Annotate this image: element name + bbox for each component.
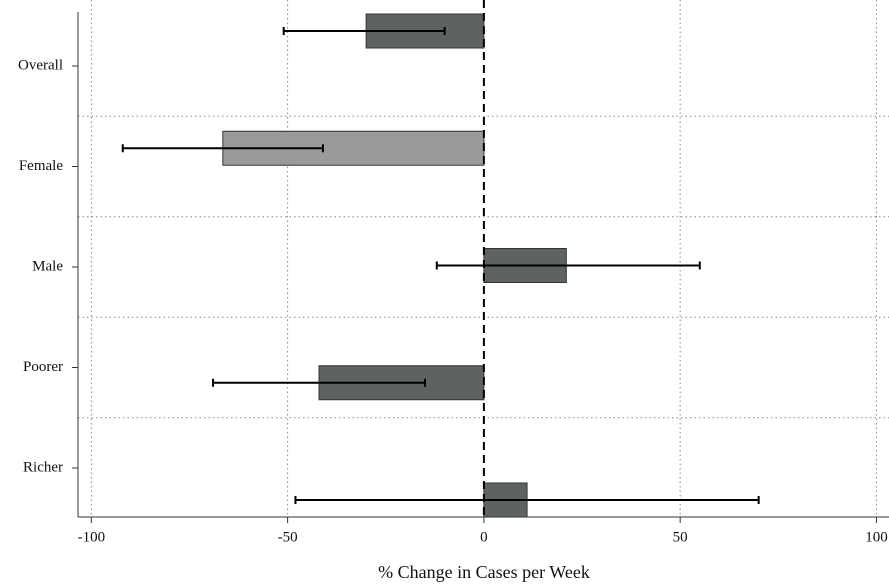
error-bar (294, 496, 760, 504)
error-bar (282, 27, 446, 35)
y-tick-label: Male (32, 258, 63, 274)
y-tick-label: Overall (18, 57, 63, 73)
x-tick-label: 100 (865, 529, 888, 545)
x-tick-label: -50 (278, 529, 298, 545)
x-tick-label: 0 (480, 529, 488, 545)
x-tick-label: 50 (673, 529, 688, 545)
y-tick-label: Female (19, 158, 63, 174)
y-tick-label: Richer (23, 459, 63, 475)
error-bar (121, 144, 324, 153)
y-tick-label: Poorer (23, 359, 63, 375)
error-bar (435, 261, 701, 270)
error-bar (212, 378, 427, 387)
x-tick-label: -100 (78, 529, 106, 545)
x-axis-label: % Change in Cases per Week (378, 562, 590, 582)
